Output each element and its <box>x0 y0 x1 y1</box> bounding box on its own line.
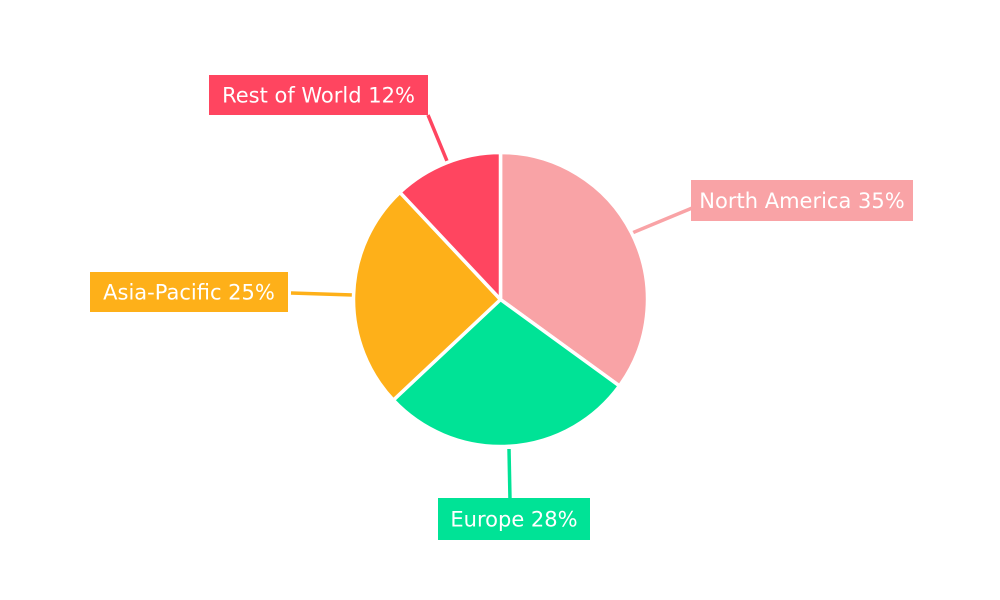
leader-lines <box>290 114 698 501</box>
label-box-north-america <box>691 180 913 221</box>
leader-line-europe <box>507 448 512 501</box>
leader-line-rest-of-world <box>426 114 449 162</box>
pie-slices <box>351 150 650 449</box>
pie-slice-asia-pacific[interactable] <box>351 190 503 402</box>
label-text-asia-pacific: Asia-Pacific 25% <box>103 281 275 305</box>
callout-labels: North America 35% Europe 28% Asia-Pacifi… <box>90 75 913 540</box>
pie-slice-europe[interactable] <box>391 297 622 449</box>
label-text-north-america: North America 35% <box>699 189 904 213</box>
callout-label-asia-pacific: Asia-Pacific 25% <box>90 272 288 312</box>
leader-line-asia-pacific <box>290 291 354 297</box>
leader-line-north-america <box>631 204 698 235</box>
callout-label-north-america: North America 35% <box>691 180 913 221</box>
label-text-rest-of-world: Rest of World 12% <box>222 84 415 108</box>
pie-slice-north-america[interactable] <box>498 150 650 388</box>
pie-slice-rest-of-world[interactable] <box>398 150 503 302</box>
label-box-europe <box>438 498 590 540</box>
label-box-rest-of-world <box>209 75 428 115</box>
label-box-asia-pacific <box>90 272 288 312</box>
label-text-europe: Europe 28% <box>450 508 577 532</box>
callout-label-europe: Europe 28% <box>438 498 590 540</box>
callout-label-rest-of-world: Rest of World 12% <box>209 75 428 115</box>
